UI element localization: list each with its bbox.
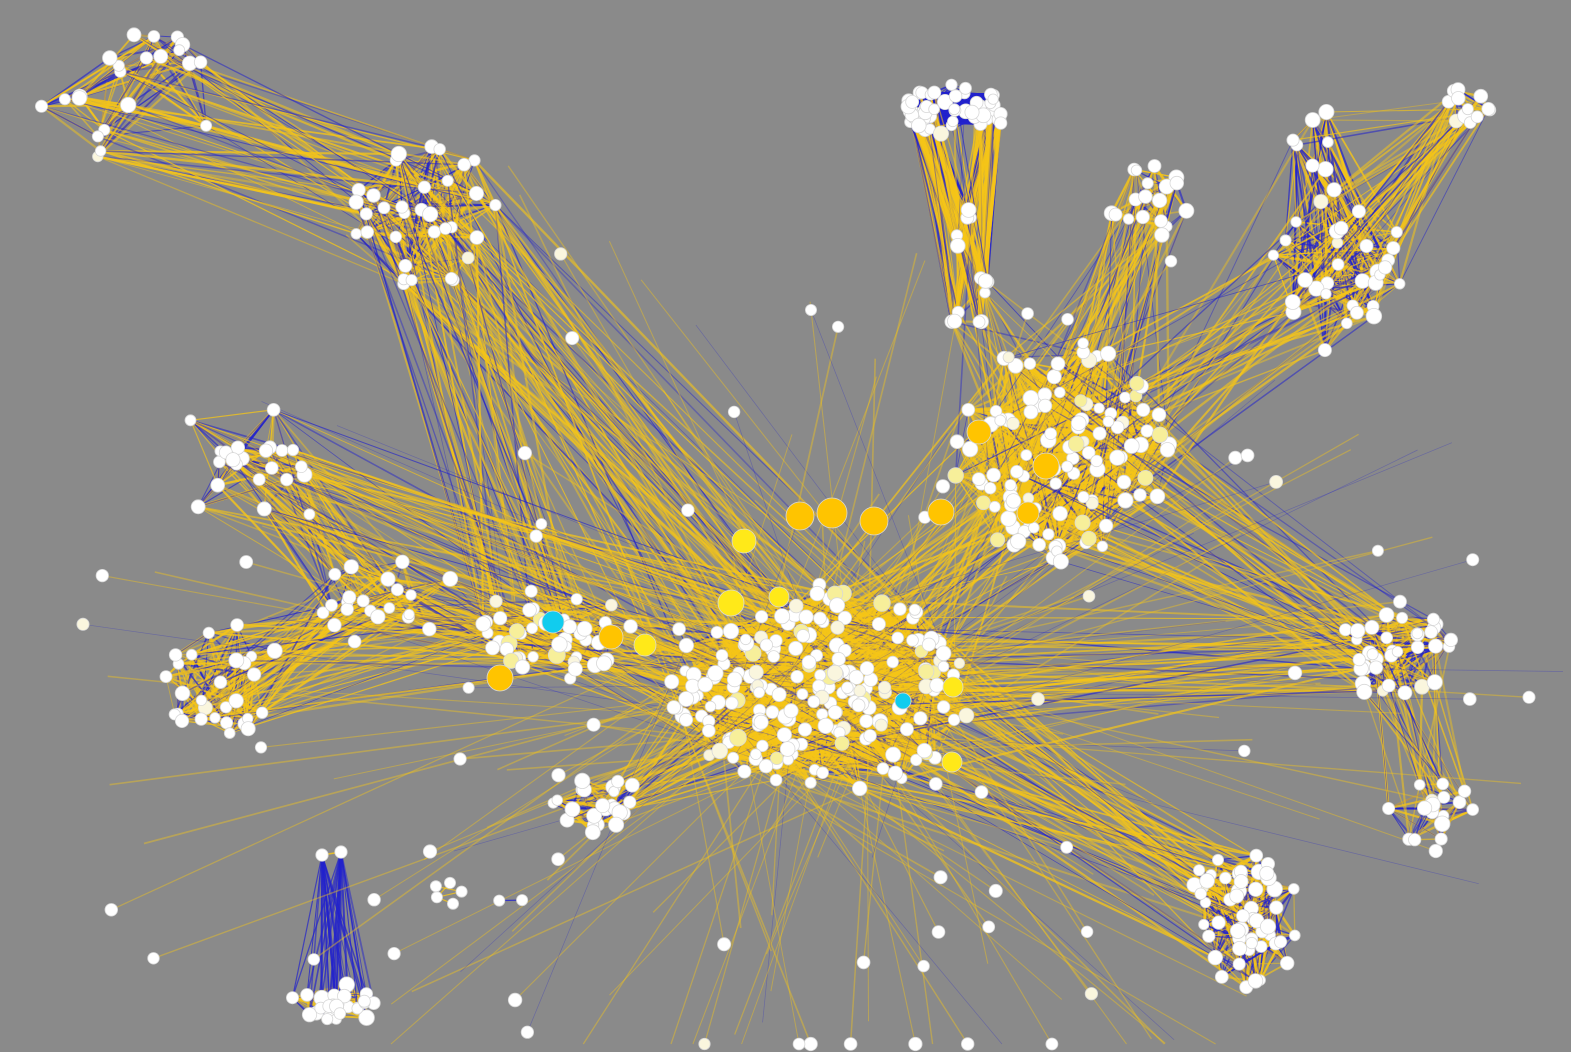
graph-edge [41,35,155,107]
graph-edge [64,98,207,127]
graph-edge [97,57,148,137]
graph-edge [366,186,425,215]
graph-edge [431,146,478,238]
graph-edge [189,420,219,486]
graph-edge [191,654,255,676]
graph-edge [40,105,102,152]
graph-edge [165,676,263,714]
graph-edge [41,105,99,138]
graph-edge [97,44,184,158]
graph-edge [79,71,121,98]
graph-edge [165,676,176,715]
graph-edge [64,98,105,131]
graph-edge [405,264,452,280]
graph-edge [182,632,210,694]
graph-edge [79,65,120,97]
graph-edge [190,409,274,421]
